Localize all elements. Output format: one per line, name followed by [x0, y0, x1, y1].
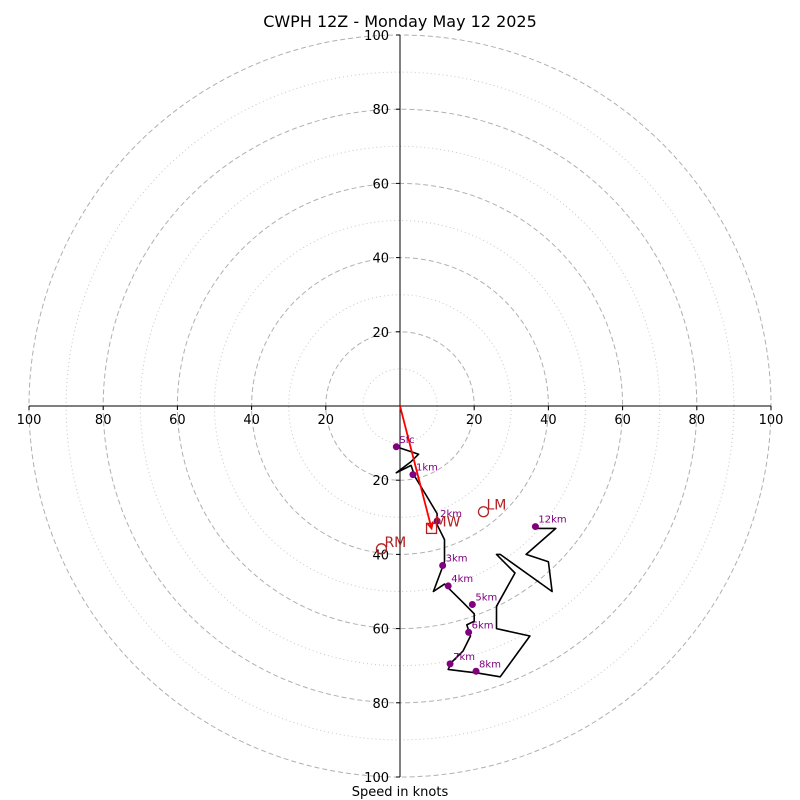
height-label: 1km: [416, 463, 438, 474]
storm-motion-markers: LM MW RM: [375, 498, 506, 555]
storm-motion-label: RM: [384, 535, 406, 551]
height-marker: [468, 600, 476, 608]
height-marker: [392, 443, 400, 451]
height-label: 4km: [451, 574, 473, 585]
x-tick-label: 100: [759, 413, 784, 428]
storm-motion-marker: [425, 522, 438, 535]
chart-title: CWPH 12Z - Monday May 12 2025: [263, 12, 537, 31]
y-tick-label: 40: [372, 252, 389, 267]
y-tick-label: 100: [364, 771, 389, 786]
x-tick-label: 20: [466, 413, 483, 428]
storm-motion-marker: [375, 543, 388, 555]
y-tick-label: 20: [372, 474, 389, 489]
x-tick-label: 40: [540, 413, 557, 428]
y-tick-label: 20: [372, 326, 389, 341]
height-marker: [531, 523, 539, 531]
y-tick-label: 80: [372, 697, 389, 712]
x-tick-label: 20: [318, 413, 335, 428]
height-label: 7km: [453, 652, 475, 663]
height-marker: [409, 471, 417, 479]
height-marker: [465, 628, 473, 636]
height-label: 2km: [440, 509, 462, 520]
x-tick-label: 60: [169, 413, 186, 428]
x-tick-label: 80: [689, 413, 706, 428]
height-label: 5km: [475, 592, 497, 603]
x-tick-label: 60: [614, 413, 631, 428]
height-marker: [446, 660, 454, 668]
height-marker: [472, 667, 480, 675]
height-label: 8km: [479, 659, 501, 670]
x-tick-label: 100: [17, 413, 42, 428]
x-tick-label: 40: [243, 413, 260, 428]
height-marker: [433, 517, 441, 525]
height-label: 6km: [472, 620, 494, 631]
height-label: 12km: [538, 515, 566, 526]
x-tick-label: 80: [95, 413, 112, 428]
y-tick-label: 60: [372, 177, 389, 192]
storm-motion-label: MW: [435, 514, 461, 530]
storm-motion-marker: [477, 506, 490, 518]
height-label: 3km: [446, 554, 468, 565]
storm-motion-label: LM: [486, 498, 506, 514]
shear-vector-line: [399, 405, 433, 529]
x-axis-label: Speed in knots: [352, 785, 449, 800]
height-marker: [439, 562, 447, 570]
y-tick-label: 80: [372, 103, 389, 118]
y-tick-label: 60: [372, 623, 389, 638]
height-label: Sfc: [399, 435, 414, 446]
tick-labels: 2020202040404040606060608080808010010010…: [17, 29, 784, 786]
height-marker: [444, 582, 452, 590]
y-tick-label: 100: [364, 29, 389, 44]
